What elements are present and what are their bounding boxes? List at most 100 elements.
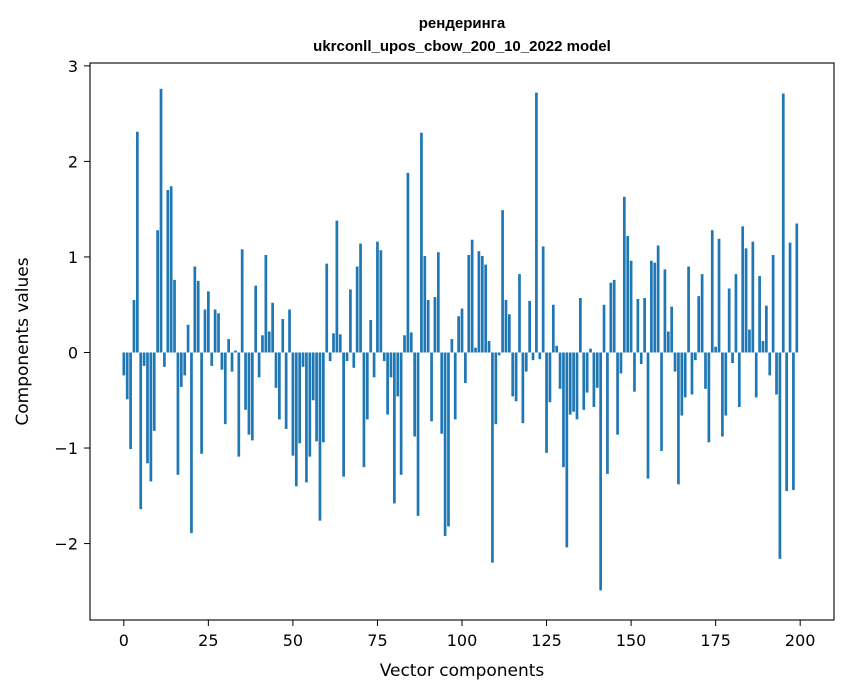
bar: [369, 320, 373, 353]
bar: [677, 352, 680, 485]
bar: [562, 352, 565, 468]
bar: [240, 249, 244, 353]
bar: [758, 276, 761, 353]
bar: [690, 352, 694, 395]
y-axis-label: Components values: [13, 257, 33, 425]
bar: [220, 352, 224, 370]
bar: [626, 235, 630, 353]
bar: [700, 274, 704, 353]
bar: [771, 255, 775, 353]
bar: [173, 279, 176, 353]
bar: [467, 255, 471, 353]
x-axis-label: Vector components: [380, 661, 545, 681]
bar: [785, 352, 789, 492]
bar: [778, 352, 782, 559]
bar: [788, 242, 792, 353]
y-tick-label: −2: [54, 535, 78, 554]
bar: [447, 352, 450, 527]
bar: [163, 352, 166, 367]
bar: [362, 352, 366, 468]
bar: [616, 352, 619, 435]
bar: [207, 291, 210, 353]
bar: [575, 352, 579, 420]
x-tick-label: 100: [447, 631, 478, 650]
bar: [599, 352, 603, 591]
bar: [338, 334, 342, 353]
bar: [125, 352, 129, 400]
bar: [704, 352, 707, 389]
bar: [484, 264, 488, 353]
bar: [365, 352, 369, 420]
x-tick-label: 200: [785, 631, 816, 650]
bar: [227, 339, 231, 353]
bar: [305, 352, 308, 483]
bar: [426, 299, 430, 353]
bar: [474, 347, 477, 353]
bar: [142, 352, 146, 366]
bar: [393, 352, 396, 504]
bar: [321, 352, 325, 443]
bar: [670, 306, 674, 353]
y-tick-label: 2: [68, 152, 78, 171]
bar: [230, 352, 234, 372]
bar: [548, 352, 552, 403]
bar: [633, 352, 636, 392]
bar: [179, 352, 183, 387]
bar: [795, 223, 799, 353]
bar: [345, 352, 349, 362]
bar: [673, 352, 677, 372]
bar: [666, 331, 670, 353]
bar: [646, 352, 650, 479]
bar: [399, 352, 403, 475]
bar: [294, 352, 298, 487]
bar: [440, 352, 444, 434]
bar: [592, 352, 596, 407]
bar: [568, 352, 572, 415]
bar: [518, 274, 521, 353]
bar: [166, 190, 170, 353]
bar: [535, 92, 538, 353]
bar: [531, 352, 535, 361]
bar: [619, 352, 623, 374]
bar: [748, 329, 751, 353]
bar: [152, 352, 156, 431]
bar: [551, 304, 555, 353]
x-tick-label: 75: [367, 631, 387, 650]
bar: [281, 319, 285, 353]
y-axis: −2 −1 0 1 2 3: [54, 57, 90, 554]
bar: [288, 309, 291, 353]
x-tick-label: 50: [283, 631, 303, 650]
bar: [237, 352, 241, 457]
bar: [217, 313, 220, 353]
bar: [318, 352, 322, 521]
bar: [257, 352, 261, 378]
bar: [602, 304, 606, 353]
bar: [693, 352, 697, 361]
bar: [697, 296, 701, 353]
bar: [250, 352, 254, 441]
bar: [129, 352, 132, 449]
bar: [775, 352, 778, 395]
bar: [416, 352, 420, 516]
bar: [724, 352, 728, 416]
x-tick-label: 0: [119, 631, 129, 650]
bar: [406, 172, 410, 353]
bar: [135, 131, 139, 353]
bar: [639, 352, 643, 364]
bar: [707, 352, 711, 443]
bar: [254, 285, 258, 353]
bar: [497, 352, 501, 356]
bar: [403, 335, 406, 353]
bar: [558, 352, 562, 389]
x-tick-label: 125: [531, 631, 562, 650]
bar: [122, 352, 126, 376]
bar: [572, 352, 575, 412]
chart-title-line2: ukrconll_upos_cbow_200_10_2022 model: [313, 38, 611, 55]
bar: [132, 299, 136, 353]
bar: [687, 266, 690, 353]
bar: [149, 352, 153, 482]
bar: [629, 260, 633, 353]
bar: [196, 280, 200, 353]
bar: [436, 252, 440, 353]
